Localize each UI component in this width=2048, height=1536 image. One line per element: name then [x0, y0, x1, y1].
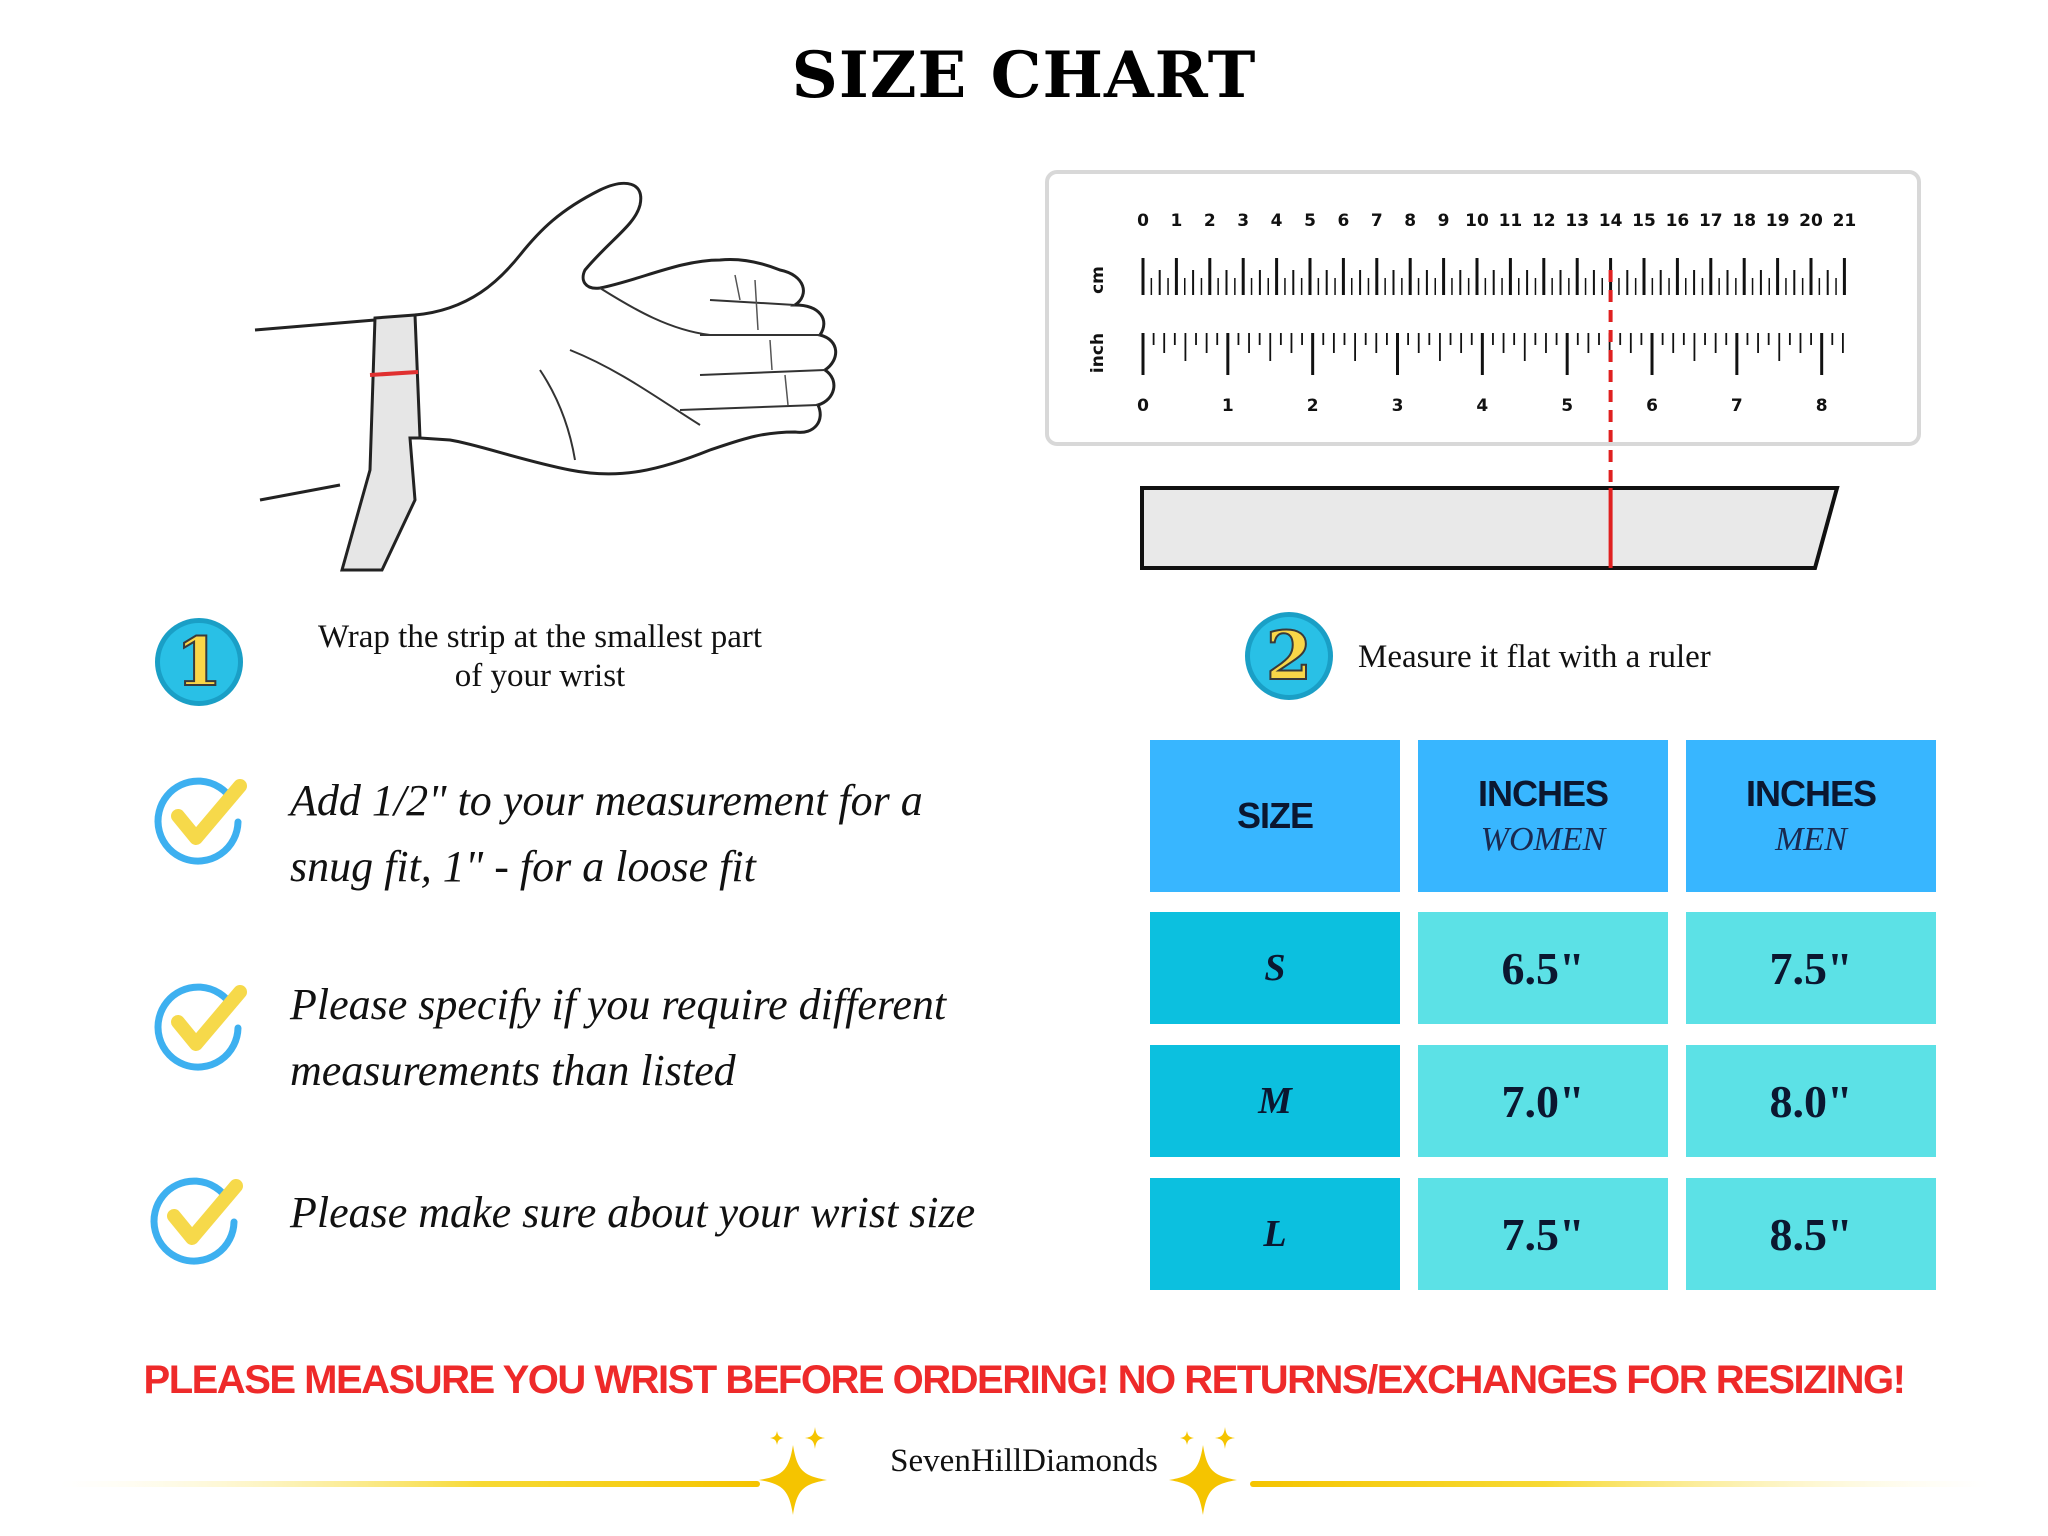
header-men-sub: MEN	[1775, 821, 1847, 858]
cm-number: 18	[1732, 211, 1756, 231]
step-1-line2: of your wrist	[454, 658, 626, 694]
cm-number: 16	[1666, 211, 1690, 231]
step-2-text: Measure it flat with a ruler	[1358, 639, 1711, 675]
step-2-badge: 2	[1245, 612, 1333, 700]
cm-number: 8	[1404, 211, 1416, 231]
inch-number: 3	[1392, 396, 1404, 416]
cm-number: 2	[1204, 211, 1216, 231]
row-s-men-value: 7.5"	[1769, 942, 1853, 994]
tip-3: Please make sure about your wrist size	[290, 1188, 976, 1237]
cm-number: 6	[1337, 211, 1349, 231]
cm-number: 5	[1304, 211, 1316, 231]
warning-text: PLEASE MEASURE YOU WRIST BEFORE ORDERING…	[143, 1358, 1906, 1402]
tip-1-line1: Add 1/2" to your measurement for a	[290, 776, 923, 825]
header-women-sub: WOMEN	[1480, 821, 1606, 858]
header-size-label: SIZE	[1236, 795, 1314, 836]
row-m-size-label: M	[1258, 1080, 1292, 1122]
row-s-men: 7.5"	[1686, 912, 1936, 1024]
row-l-men: 8.5"	[1686, 1178, 1936, 1290]
cm-number: 11	[1499, 211, 1523, 231]
ruler: cm inch 0 1 2 3 4 5 6 7 8 9 10 11 12 13 14 15 16 17 18 19 20…	[1045, 170, 1921, 570]
check-icon	[154, 777, 247, 865]
row-s-women: 6.5"	[1418, 912, 1668, 1024]
row-s-women-value: 6.5"	[1501, 942, 1585, 994]
step-1-line1: Wrap the strip at the smallest part	[317, 619, 763, 655]
step-1-number: 1	[175, 622, 223, 702]
step-1-text: Wrap the strip at the smallest part of y…	[270, 618, 810, 696]
cm-number: 4	[1271, 211, 1283, 231]
cm-number: 1	[1170, 211, 1182, 231]
tip-2: Please specify if you require different …	[290, 972, 1010, 1104]
cm-number: 9	[1438, 211, 1450, 231]
tip-2-line2: measurements than listed	[290, 1046, 736, 1095]
header-women: INCHES WOMEN	[1418, 740, 1668, 892]
cm-number: 13	[1565, 211, 1589, 231]
row-l-size: L	[1150, 1178, 1400, 1290]
check-icon	[154, 983, 247, 1071]
row-m-women: 7.0"	[1418, 1045, 1668, 1157]
cm-label: cm	[1088, 266, 1108, 294]
check-icon	[150, 1177, 243, 1265]
row-l-women: 7.5"	[1418, 1178, 1668, 1290]
step-2-number: 2	[1265, 616, 1313, 696]
inch-number: 7	[1731, 396, 1743, 416]
hand-illustration	[254, 181, 838, 572]
row-m-men: 8.0"	[1686, 1045, 1936, 1157]
header-men: INCHES MEN	[1686, 740, 1936, 892]
header-size: SIZE	[1150, 740, 1400, 892]
header-women-main: INCHES	[1477, 773, 1609, 814]
cm-number: 21	[1833, 211, 1857, 231]
cm-number: 0	[1137, 211, 1149, 231]
ruler-frame	[1045, 170, 1921, 446]
cm-number: 3	[1237, 211, 1249, 231]
cm-number: 20	[1799, 211, 1823, 231]
measuring-strip	[1140, 486, 1840, 570]
tip-1-line2: snug fit, 1" - for a loose fit	[290, 842, 756, 891]
sparkle-icon	[759, 1427, 827, 1515]
tip-1: Add 1/2" to your measurement for a snug …	[290, 768, 1010, 900]
inch-number: 8	[1816, 396, 1828, 416]
cm-number: 7	[1371, 211, 1383, 231]
cm-number: 14	[1599, 211, 1623, 231]
page-title: SIZE CHART	[791, 38, 1257, 113]
inch-scale: 0 1 2 3 4 5 6 7 8	[1137, 333, 1844, 416]
cm-number: 12	[1532, 211, 1556, 231]
step-1-badge: 1	[155, 618, 243, 706]
cm-number: 17	[1699, 211, 1723, 231]
row-m-size: M	[1150, 1045, 1400, 1157]
inch-number: 4	[1476, 396, 1488, 416]
row-s-size-label: S	[1264, 947, 1286, 989]
cm-number: 10	[1465, 211, 1489, 231]
cm-number: 15	[1632, 211, 1656, 231]
row-l-size-label: L	[1263, 1213, 1287, 1255]
sparkle-icon	[1169, 1427, 1237, 1515]
header-men-main: INCHES	[1745, 773, 1877, 814]
row-m-women-value: 7.0"	[1501, 1075, 1585, 1127]
gold-divider	[60, 1481, 1990, 1487]
inch-label: inch	[1088, 333, 1108, 373]
cm-number: 19	[1766, 211, 1790, 231]
row-l-women-value: 7.5"	[1501, 1208, 1585, 1260]
inch-number: 0	[1137, 396, 1149, 416]
row-s-size: S	[1150, 912, 1400, 1024]
row-m-men-value: 8.0"	[1769, 1075, 1853, 1127]
inch-number: 1	[1222, 396, 1234, 416]
inch-number: 6	[1646, 396, 1658, 416]
tip-2-line1: Please specify if you require different	[290, 980, 947, 1029]
row-l-men-value: 8.5"	[1769, 1208, 1853, 1260]
brand-name: SevenHillDiamonds	[890, 1443, 1158, 1479]
inch-number: 5	[1561, 396, 1573, 416]
cm-scale: 0 1 2 3 4 5 6 7 8 9 10 11 12 13 14 15 16 17 18 19 20 21	[1137, 211, 1856, 295]
inch-number: 2	[1307, 396, 1319, 416]
